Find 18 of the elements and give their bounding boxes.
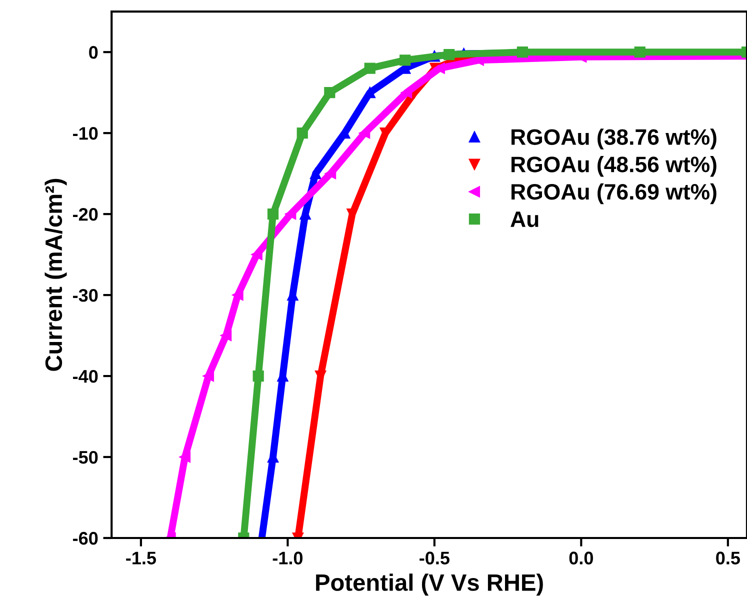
x-axis-title: Potential (V Vs RHE)	[316, 574, 543, 596]
y-tick-label: -20	[73, 208, 98, 221]
y-tick-label: -60	[73, 532, 98, 545]
y-tick-label: -30	[73, 288, 98, 302]
y-tick-label: -50	[73, 450, 98, 464]
y-tick-label: -40	[73, 370, 98, 383]
legend-label: RGOAu (76.69 wt%)	[512, 183, 716, 204]
y-tick-label: -10	[73, 127, 98, 140]
legend-label: RGOAu (38.76 wt%)	[512, 128, 716, 150]
x-tick-label: 0.0	[569, 552, 593, 564]
y-tick-label: 0	[89, 46, 98, 59]
legend-label: Au	[510, 212, 538, 228]
x-tick-label: -1.0	[272, 552, 303, 564]
y-axis-title: Current (mA/cm²)	[44, 178, 67, 371]
legend-label: RGOAu (48.56 wt%)	[512, 156, 716, 177]
x-tick-label: 0.5	[716, 552, 740, 564]
x-tick-label: -1.5	[126, 552, 156, 564]
x-tick-label: -0.5	[420, 552, 450, 564]
